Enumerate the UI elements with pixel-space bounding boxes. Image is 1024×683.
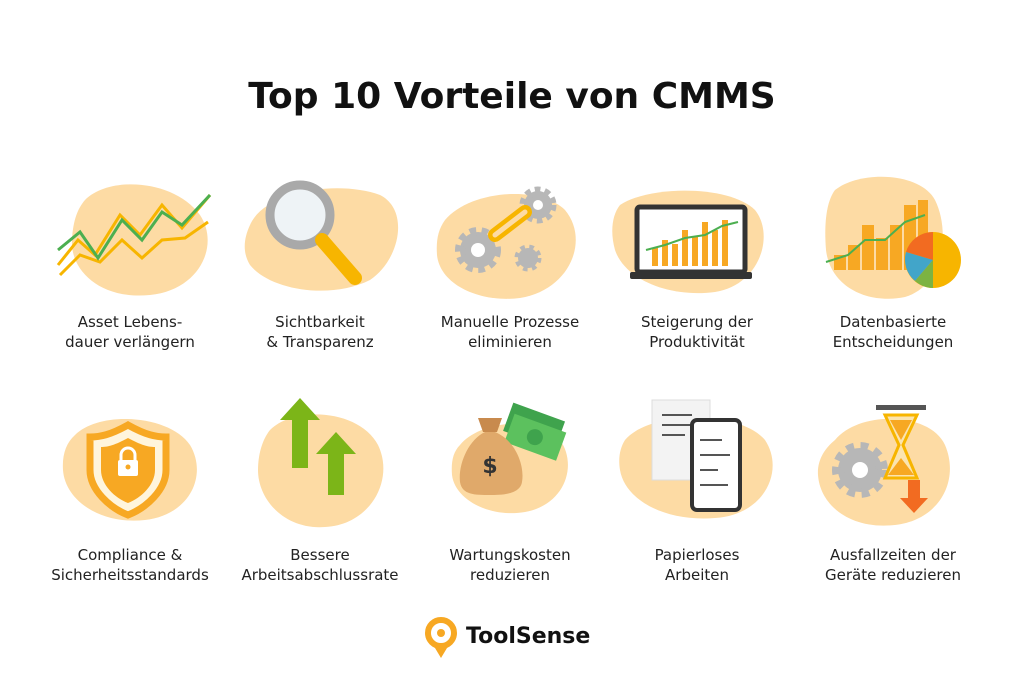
icon-part xyxy=(712,230,718,266)
icon-part xyxy=(692,236,698,266)
item-label: & Transparenz xyxy=(266,333,373,351)
icon-part xyxy=(915,260,933,288)
icon-part xyxy=(862,225,874,270)
icon-part xyxy=(630,272,752,279)
icon-part xyxy=(702,222,708,266)
item-label: Wartungskosten xyxy=(449,546,570,564)
item-label: dauer verlängern xyxy=(65,333,195,351)
item-label: Asset Lebens- xyxy=(78,313,183,331)
item-label: Arbeitsabschlussrate xyxy=(241,566,398,584)
icon-part xyxy=(825,214,926,263)
icon-gears xyxy=(436,186,576,299)
item-label: Sicherheitsstandards xyxy=(51,566,209,584)
icon-part xyxy=(652,248,658,266)
icon-part xyxy=(459,420,523,495)
title: Top 10 Vorteile von CMMS xyxy=(248,76,775,117)
icon-part xyxy=(890,225,902,270)
logo xyxy=(425,617,457,658)
item-label: Manuelle Prozesse xyxy=(441,313,579,331)
icon-part xyxy=(722,220,728,266)
item-label: reduzieren xyxy=(470,566,550,584)
icon-part xyxy=(280,398,320,468)
icon-part: $ xyxy=(482,454,497,479)
item-label: Ausfallzeiten der xyxy=(830,546,957,564)
item-label: Compliance & xyxy=(78,546,183,564)
icon-part xyxy=(876,405,926,410)
icon-part xyxy=(890,420,912,440)
icon-magnifier xyxy=(244,180,399,291)
icon-part xyxy=(904,252,933,281)
item-label: Datenbasierte xyxy=(840,313,947,331)
item-label: Steigerung der xyxy=(641,313,754,331)
item-label: Papierloses xyxy=(655,546,740,564)
icon-part xyxy=(265,180,335,250)
icon-part xyxy=(876,238,888,270)
icon-part xyxy=(71,184,208,296)
icon-asset xyxy=(56,184,212,296)
icon-part xyxy=(514,244,542,272)
icon-part xyxy=(471,243,485,257)
icon-part xyxy=(492,209,528,238)
icon-part xyxy=(906,231,933,260)
icon-part xyxy=(258,414,384,528)
icon-part xyxy=(316,432,356,495)
item-label: eliminieren xyxy=(468,333,552,351)
icon-part xyxy=(57,193,212,261)
item-label: Arbeiten xyxy=(665,566,729,584)
icon-part xyxy=(125,464,131,470)
icon-data xyxy=(825,176,961,299)
icon-part xyxy=(700,439,730,486)
icon-money: $ xyxy=(451,402,568,514)
brand: ToolSense xyxy=(466,624,590,649)
icon-part xyxy=(690,418,742,512)
icon-part xyxy=(437,629,445,637)
item-label: Bessere xyxy=(290,546,349,564)
icon-part xyxy=(882,413,920,480)
icon-arrows xyxy=(258,398,384,528)
icon-part xyxy=(900,480,928,513)
icon-part xyxy=(533,200,543,210)
icon-part xyxy=(672,244,678,266)
icon-part xyxy=(645,221,739,251)
item-label: Entscheidungen xyxy=(833,333,954,351)
icon-part xyxy=(315,233,362,285)
icon-part xyxy=(526,429,543,446)
icon-laptop xyxy=(612,190,764,294)
icon-part xyxy=(432,643,450,658)
labels: Asset Lebens-dauer verlängern Sichtbarkei… xyxy=(51,313,961,584)
icon-paperless xyxy=(619,399,773,519)
icon-part xyxy=(852,462,868,478)
icon-part xyxy=(478,418,502,432)
icon-downtime xyxy=(817,405,950,526)
icon-part xyxy=(58,220,209,277)
item-label: Geräte reduzieren xyxy=(825,566,961,584)
icon-part xyxy=(682,230,688,266)
icon-part xyxy=(888,458,914,475)
item-label: Sichtbarkeit xyxy=(275,313,365,331)
item-label: Produktivität xyxy=(649,333,745,351)
icon-part xyxy=(119,446,137,460)
icon-part xyxy=(503,402,567,461)
icon-part xyxy=(662,240,668,266)
icon-shield xyxy=(62,418,197,521)
icon-part xyxy=(652,220,728,266)
